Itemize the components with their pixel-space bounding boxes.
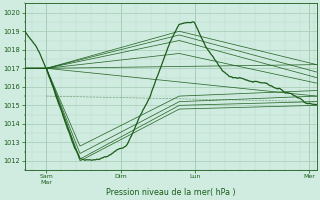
X-axis label: Pression niveau de la mer( hPa ): Pression niveau de la mer( hPa ): [106, 188, 235, 197]
